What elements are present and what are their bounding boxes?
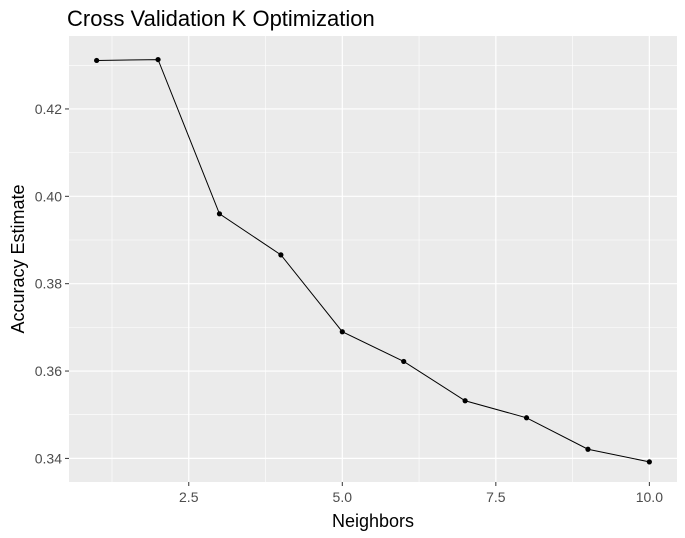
y-tick-label-1: 0.36 — [35, 363, 62, 379]
y-tick-label-3: 0.40 — [35, 188, 62, 204]
y-tick-label-0: 0.34 — [35, 450, 62, 466]
grid-minor — [69, 36, 677, 482]
grid-major — [69, 36, 677, 482]
data-point-7 — [462, 398, 468, 404]
data-point-5 — [339, 329, 345, 335]
y-axis: 0.34 0.36 0.38 0.40 0.42 — [35, 101, 69, 466]
x-axis: 2.5 5.0 7.5 10.0 — [179, 482, 663, 505]
data-point-10 — [646, 459, 652, 465]
data-point-8 — [523, 415, 530, 421]
x-tick-label-1: 5.0 — [333, 489, 353, 505]
plot-panel — [69, 36, 677, 482]
data-point-6 — [401, 358, 407, 365]
data-point-4 — [278, 252, 284, 258]
data-point-2 — [155, 56, 161, 63]
chart-title: Cross Validation K Optimization — [67, 6, 375, 31]
x-tick-label-3: 10.0 — [636, 489, 663, 505]
series-layer — [96, 59, 650, 463]
series-line-0 — [96, 59, 650, 463]
data-point-9 — [585, 446, 591, 452]
y-axis-title: Accuracy Estimate — [8, 184, 28, 333]
data-point-3 — [216, 211, 223, 217]
data-point-1 — [94, 57, 100, 64]
y-tick-label-2: 0.38 — [35, 276, 62, 292]
points-layer — [94, 56, 652, 465]
y-tick-label-4: 0.42 — [35, 101, 62, 117]
x-axis-title: Neighbors — [332, 511, 414, 531]
x-tick-label-0: 2.5 — [179, 489, 199, 505]
x-tick-label-2: 7.5 — [486, 489, 506, 505]
